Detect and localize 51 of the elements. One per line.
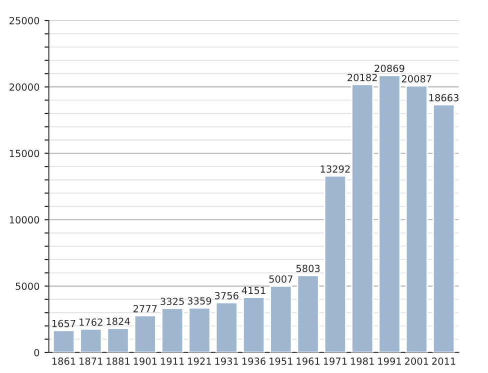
- bar: [215, 302, 238, 352]
- bar: [242, 296, 266, 352]
- x-tick-label: 1881: [106, 358, 130, 365]
- x-tick-label: 1901: [134, 358, 157, 365]
- x-tick-label: 1921: [188, 358, 211, 365]
- data-label: 1657: [52, 320, 76, 328]
- data-label: 2777: [134, 304, 157, 312]
- x-tick-label: 1951: [270, 358, 292, 365]
- bar: [351, 84, 374, 352]
- x-tick-label: 1911: [161, 358, 184, 365]
- y-tick-label: 10000: [10, 216, 40, 224]
- y-tick-label: 20000: [10, 83, 40, 91]
- data-label: 3756: [214, 292, 238, 300]
- x-tick-label: 2001: [404, 358, 428, 365]
- data-label: 3359: [188, 297, 212, 305]
- x-tick-label: 1871: [80, 358, 102, 365]
- y-tick-label: 15000: [10, 150, 40, 158]
- data-label: 5007: [269, 275, 292, 283]
- x-tick-label: 1861: [52, 358, 76, 365]
- bar: [161, 308, 184, 352]
- bar: [378, 74, 401, 352]
- bar: [405, 85, 428, 352]
- data-label: 13292: [320, 165, 350, 173]
- x-tick-label: 1991: [378, 358, 401, 365]
- data-label: 18663: [429, 94, 458, 102]
- bar: [80, 328, 102, 352]
- x-tick-label: 1971: [324, 358, 347, 365]
- data-label: 20087: [402, 75, 432, 82]
- x-tick-label: 1961: [296, 358, 320, 365]
- x-tick-label: 1981: [351, 358, 374, 365]
- data-label: 5803: [296, 264, 320, 272]
- data-label: 20182: [348, 74, 377, 82]
- x-tick-label: 1936: [242, 358, 266, 365]
- data-label: 1762: [80, 318, 102, 326]
- x-tick-label: 1931: [215, 358, 238, 365]
- data-label: 4151: [242, 286, 266, 294]
- y-tick-label: 0: [34, 348, 40, 356]
- data-label: 3325: [160, 298, 184, 306]
- bar: [106, 328, 130, 352]
- x-tick-label: 2011: [432, 358, 456, 365]
- y-tick-label: 5000: [16, 282, 40, 290]
- bar: [324, 175, 346, 352]
- bar: [432, 104, 456, 352]
- bar: [188, 307, 211, 352]
- bar: [134, 314, 156, 352]
- bar: [52, 330, 76, 352]
- bar: [296, 274, 320, 352]
- bar: [270, 285, 292, 352]
- data-label: 20869: [374, 64, 404, 72]
- data-label: 1824: [106, 318, 130, 325]
- y-tick-label: 25000: [10, 16, 40, 24]
